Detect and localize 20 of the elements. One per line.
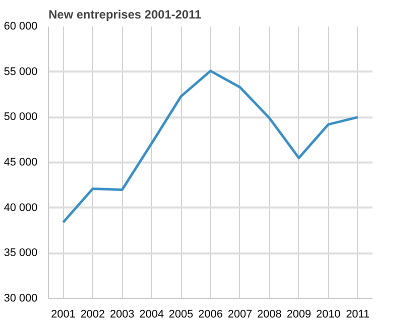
y-tick-label: 45 000 bbox=[4, 156, 38, 168]
x-tick-label: 2011 bbox=[346, 308, 370, 320]
y-tick-label: 40 000 bbox=[4, 202, 38, 214]
y-tick-label: 60 000 bbox=[4, 20, 38, 32]
x-tick-label: 2003 bbox=[110, 308, 134, 320]
x-tick-label: 2002 bbox=[80, 308, 105, 320]
x-tick-label: 2006 bbox=[198, 308, 223, 320]
x-tick-label: 2008 bbox=[257, 308, 282, 320]
line-series bbox=[62, 70, 360, 224]
y-tick-label: 55 000 bbox=[4, 66, 38, 78]
x-tick-label: 2007 bbox=[228, 308, 252, 320]
x-tick-label: 2009 bbox=[286, 308, 312, 320]
y-tick-label: 30 000 bbox=[4, 292, 38, 304]
x-tick-label: 2001 bbox=[50, 308, 76, 320]
x-tick-label: 2005 bbox=[168, 308, 194, 320]
y-tick-label: 50 000 bbox=[4, 111, 38, 124]
y-tick-label: 35 000 bbox=[4, 247, 38, 260]
chart-title: New entreprises 2001-2011 bbox=[48, 8, 202, 22]
x-tick-label: 2010 bbox=[316, 308, 341, 320]
x-tick-label: 2004 bbox=[139, 308, 164, 320]
